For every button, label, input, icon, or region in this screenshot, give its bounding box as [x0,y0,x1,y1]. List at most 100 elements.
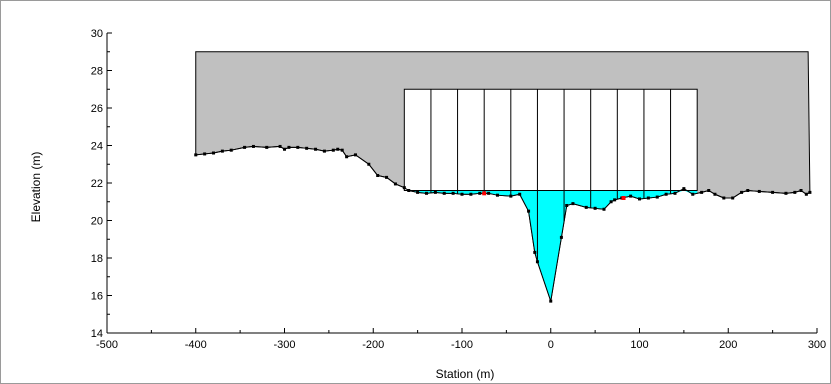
ground-point [283,147,286,151]
ground-point [602,207,606,211]
ground-point [638,197,641,201]
water-area [404,190,698,302]
ground-point [655,195,659,199]
ground-point [460,192,464,196]
ground-point [433,190,437,194]
ground-point [402,186,406,190]
ground-point [416,190,420,194]
ground-point [487,191,491,195]
axes-layer: 14 16 18 20 22 24 26 28 30 -500 -400 -300 -200 -100 0 1… [91,28,826,351]
ground-point [731,196,735,200]
ground-point [220,149,224,153]
ground-point [194,153,198,157]
ground-point [518,192,522,196]
ground-point [305,146,309,150]
ground-point [613,198,617,202]
ground-point [535,260,539,264]
x-tick-label: -500 [96,339,118,351]
ground-point [571,202,575,206]
ground-point [314,147,318,151]
water-fill [404,190,698,302]
ground-point [278,144,282,148]
y-tick-label: 24 [91,141,103,153]
ground-point [629,194,633,198]
ground-point [584,205,588,209]
ground-point [549,299,553,303]
ground-point [593,206,597,210]
ground-point [509,194,513,198]
ground-point [707,189,711,192]
y-tick-label: 28 [91,66,103,78]
y-tick-label: 20 [91,216,103,228]
ground-point [565,204,569,207]
ground-point [296,145,300,149]
bridge-deck [403,88,698,191]
ground-point [287,145,291,149]
ground-point [740,190,744,194]
ground-point [808,190,812,194]
ground-point [559,235,563,239]
ground-point [425,191,428,195]
ground-point [229,148,233,152]
ground-point [496,193,499,197]
ground-point [340,148,344,152]
ground-point [804,192,808,196]
ground-point [331,148,335,152]
ground-point [469,192,473,196]
ground-point [609,200,613,204]
x-tick-label: 200 [719,339,737,351]
ground-point [442,191,446,195]
ground-point [799,189,803,192]
ground-point [451,191,455,195]
y-tick-label: 26 [91,103,103,115]
y-tick-label: 22 [91,178,103,190]
ground-point [336,147,340,151]
ground-point [385,175,389,179]
x-axis-title: Station (m) [436,367,495,381]
ground-point [345,155,349,159]
ground-point [527,209,531,213]
ground-point [533,250,537,254]
ground-point [203,152,207,156]
ground-point [367,162,371,166]
y-axis-title: Elevation (m) [29,152,43,223]
ground-point [700,190,704,194]
ground-point [682,187,686,191]
ground-layer [194,144,812,303]
highlight-point [621,196,626,200]
ground-point [722,196,726,200]
y-tick-label: 14 [91,328,103,340]
ground-point [322,149,326,153]
y-tick-label: 18 [91,253,103,265]
x-tick-label: -400 [185,339,207,351]
x-tick-label: -200 [362,339,384,351]
x-tick-label: -100 [451,339,473,351]
ground-point [793,190,797,194]
x-tick-label: -300 [273,339,295,351]
ground-point [746,189,750,192]
ground-point [478,191,482,195]
ground-point [212,151,215,155]
ground-point [713,192,717,196]
ground-point [646,196,650,200]
y-tick-label: 16 [91,291,103,303]
ground-point [664,192,668,196]
ground-point [376,174,380,177]
ground-point [265,145,269,149]
water-layer [404,190,698,302]
x-tick-label: 300 [808,339,826,351]
ground-point [354,153,357,157]
ground-point [251,144,255,148]
highlight-point [482,191,487,196]
ground-point [771,190,775,194]
ground-point [784,191,788,195]
ground-point [243,145,247,149]
ground-point [407,189,411,192]
ground-point [691,192,695,196]
bridge-deck-layer [403,88,698,262]
x-tick-label: 100 [630,339,648,351]
ground-point [673,191,677,195]
ground-point [757,189,761,193]
y-tick-label: 30 [91,28,103,40]
